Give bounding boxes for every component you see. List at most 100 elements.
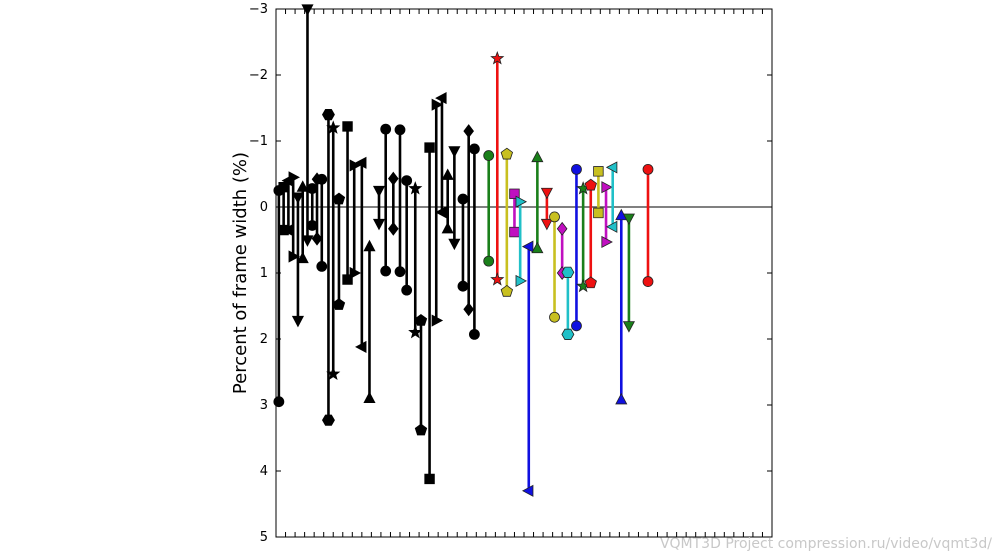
range-marker-circle bbox=[642, 276, 654, 287]
range-marker-triangle-down bbox=[622, 213, 635, 226]
y-tick-label: 5 bbox=[260, 530, 268, 545]
range-marker-circle bbox=[549, 211, 560, 223]
range-marker-square bbox=[342, 121, 353, 132]
range-marker-triangle-down bbox=[448, 146, 461, 158]
watermark-text: VQMT3D Project compression.ru/video/vqmt… bbox=[659, 536, 992, 552]
range-marker-triangle-down bbox=[540, 187, 553, 200]
range-marker-hexagon bbox=[321, 109, 335, 121]
range-marker-diamond bbox=[388, 221, 399, 236]
range-marker-circle bbox=[401, 284, 413, 296]
range-marker-diamond bbox=[463, 124, 474, 139]
range-marker-circle bbox=[483, 150, 495, 161]
range-marker-triangle-down bbox=[622, 321, 635, 333]
range-marker-circle bbox=[468, 328, 480, 340]
range-marker-circle bbox=[394, 124, 406, 136]
range-marker-diamond bbox=[463, 302, 474, 317]
range-marker-hexagon bbox=[561, 328, 575, 340]
range-marker-square bbox=[424, 142, 435, 153]
range-marker-triangle-right bbox=[288, 171, 301, 184]
range-marker-diamond bbox=[556, 221, 568, 236]
range-marker-triangle-up bbox=[531, 150, 544, 163]
range-marker-triangle-down bbox=[291, 192, 305, 204]
range-marker-triangle-down bbox=[372, 218, 386, 231]
y-tick-label: 1 bbox=[260, 266, 268, 281]
range-marker-triangle-down bbox=[301, 235, 314, 247]
range-marker-triangle-left bbox=[435, 92, 447, 105]
range-marker-triangle-right bbox=[515, 274, 528, 287]
range-marker-circle bbox=[642, 163, 654, 175]
range-marker-square bbox=[509, 226, 520, 238]
range-marker-triangle-right bbox=[431, 314, 444, 327]
range-marker-triangle-right bbox=[601, 181, 613, 194]
range-marker-star bbox=[490, 272, 505, 286]
range-marker-triangle-left bbox=[605, 220, 618, 233]
range-marker-triangle-up bbox=[615, 392, 628, 405]
range-marker-triangle-right bbox=[349, 266, 362, 280]
range-marker-triangle-up bbox=[363, 239, 376, 252]
range-marker-pentagon bbox=[332, 298, 346, 310]
range-marker-triangle-right bbox=[431, 98, 444, 111]
y-tick-label: 4 bbox=[260, 464, 268, 479]
range-marker-star bbox=[408, 181, 423, 195]
range-marker-pentagon bbox=[500, 284, 514, 297]
range-marker-triangle-down bbox=[448, 238, 461, 251]
range-marker-triangle-up bbox=[363, 391, 376, 404]
range-marker-triangle-left bbox=[521, 240, 534, 253]
range-marker-triangle-up bbox=[296, 251, 309, 264]
range-marker-triangle-left bbox=[605, 161, 618, 174]
range-marker-square bbox=[593, 166, 604, 177]
y-tick-label: −1 bbox=[249, 134, 268, 149]
range-marker-hexagon bbox=[321, 414, 335, 426]
range-marker-circle bbox=[394, 266, 406, 278]
range-marker-circle bbox=[380, 123, 392, 135]
range-marker-circle bbox=[468, 143, 480, 155]
range-marker-circle bbox=[380, 265, 392, 277]
range-marker-star bbox=[408, 324, 423, 339]
range-marker-diamond bbox=[311, 231, 323, 246]
range-marker-triangle-up bbox=[531, 241, 544, 254]
range-marker-triangle-right bbox=[601, 235, 613, 249]
range-marker-triangle-right bbox=[288, 250, 301, 263]
range-marker-pentagon bbox=[584, 276, 597, 289]
range-marker-circle bbox=[457, 193, 469, 205]
range-marker-pentagon bbox=[414, 314, 428, 326]
y-tick-label: −2 bbox=[249, 68, 268, 83]
range-marker-pentagon bbox=[332, 192, 346, 205]
range-marker-triangle-left bbox=[354, 156, 367, 169]
y-tick-label: −3 bbox=[249, 2, 268, 17]
range-marker-circle bbox=[549, 311, 560, 323]
range-marker-hexagon bbox=[561, 266, 575, 278]
range-marker-star bbox=[490, 51, 505, 65]
range-marker-diamond bbox=[388, 171, 399, 186]
range-marker-circle bbox=[316, 173, 328, 185]
range-marker-triangle-up bbox=[441, 168, 454, 180]
y-tick-label: 2 bbox=[260, 332, 268, 347]
range-marker-square bbox=[424, 473, 435, 485]
range-marker-circle bbox=[457, 280, 469, 292]
range-marker-triangle-left bbox=[354, 340, 367, 353]
range-marker-star bbox=[326, 366, 341, 381]
range-marker-triangle-down bbox=[372, 185, 386, 198]
y-axis-title: Percent of frame width (%) bbox=[230, 152, 251, 394]
range-marker-pentagon bbox=[500, 147, 514, 160]
range-marker-triangle-down bbox=[540, 218, 553, 231]
range-marker-circle bbox=[571, 320, 582, 332]
range-marker-triangle-up bbox=[296, 180, 309, 192]
range-marker-triangle-down bbox=[291, 315, 305, 328]
range-marker-circle bbox=[571, 163, 582, 175]
range-marker-circle bbox=[316, 260, 328, 272]
range-marker-triangle-left bbox=[521, 484, 534, 497]
y-tick-label: 0 bbox=[260, 200, 268, 215]
range-marker-pentagon bbox=[584, 178, 597, 191]
y-tick-label: 3 bbox=[260, 398, 268, 413]
range-marker-star bbox=[326, 120, 341, 134]
range-marker-square bbox=[593, 207, 604, 219]
chart-marks bbox=[273, 4, 772, 497]
range-marker-triangle-right bbox=[515, 195, 528, 208]
range-marker-triangle-up bbox=[441, 221, 454, 234]
range-marker-square bbox=[278, 181, 289, 193]
range-marker-triangle-left bbox=[435, 206, 447, 219]
range-marker-triangle-down bbox=[301, 4, 314, 16]
range-marker-circle bbox=[483, 255, 495, 267]
